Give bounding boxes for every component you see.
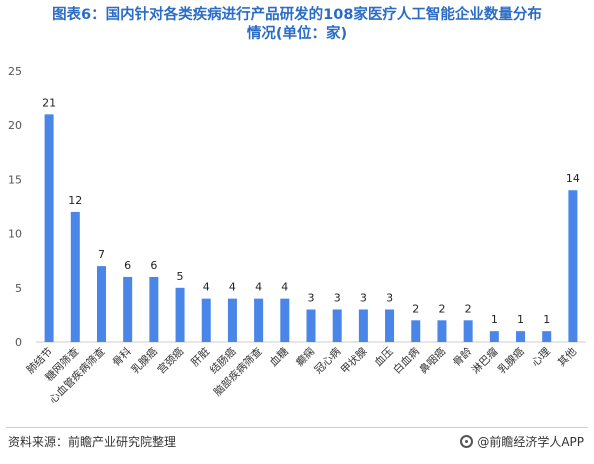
bar [385, 309, 395, 342]
footer-divider [6, 427, 588, 428]
bar [306, 309, 316, 342]
bar [489, 331, 499, 342]
data-label: 1 [543, 313, 550, 326]
brand-logo-icon [460, 435, 474, 448]
bar [44, 114, 54, 342]
x-tick-label: 甲状腺 [338, 345, 370, 377]
x-tick-label: 肝脏 [188, 345, 212, 369]
bar [201, 298, 211, 342]
bar [437, 320, 447, 342]
bar [175, 287, 185, 342]
bar [254, 298, 264, 342]
x-tick-label: 淋巴瘤 [469, 345, 501, 377]
bar [463, 320, 473, 342]
data-label: 4 [203, 281, 210, 294]
y-tick-label: 5 [15, 282, 22, 295]
x-tick-label: 乳腺癌 [495, 345, 527, 377]
chart-title-line2: 情况(单位：家) [246, 26, 348, 42]
y-tick-label: 25 [8, 65, 22, 78]
data-label: 7 [98, 248, 105, 261]
y-tick-label: 0 [15, 336, 22, 349]
data-label: 2 [465, 302, 472, 315]
bar [358, 309, 368, 342]
bar [96, 266, 106, 342]
bar [516, 331, 526, 342]
x-tick-label: 心理 [530, 345, 554, 369]
bar [542, 331, 552, 342]
source-note: 资料来源：前瞻产业研究院整理 [8, 435, 177, 449]
data-label: 3 [360, 291, 367, 304]
x-tick-label: 其他 [555, 345, 579, 369]
data-label: 6 [150, 259, 157, 272]
data-label: 1 [491, 313, 498, 326]
chart-title: 图表6：国内针对各类疾病进行产品研发的108家医疗人工智能企业数量分布 情况(单… [0, 6, 594, 44]
bar [123, 276, 133, 342]
bar [411, 320, 421, 342]
bar [227, 298, 237, 342]
data-label: 2 [438, 302, 445, 315]
chart-title-line1: 图表6：国内针对各类疾病进行产品研发的108家医疗人工智能企业数量分布 [52, 7, 542, 23]
x-tick-label: 冠心病 [312, 345, 344, 377]
data-label: 4 [255, 281, 262, 294]
bar [280, 298, 290, 342]
y-tick-label: 15 [8, 173, 22, 186]
data-label: 14 [566, 172, 580, 185]
y-tick-label: 20 [8, 119, 22, 132]
data-label: 4 [229, 281, 236, 294]
data-label: 2 [412, 302, 419, 315]
brand-credit: @前瞻经济学人APP [460, 433, 584, 450]
x-tick-label: 血糖 [267, 345, 291, 369]
data-label: 3 [386, 291, 393, 304]
bar [149, 276, 159, 342]
bar [332, 309, 342, 342]
data-label: 12 [68, 194, 82, 207]
brand-text: @前瞻经济学人APP [477, 435, 584, 449]
y-tick-label: 10 [8, 228, 22, 241]
data-label: 5 [177, 270, 184, 283]
x-tick-label: 宫颈癌 [155, 345, 187, 377]
data-label: 1 [517, 313, 524, 326]
data-label: 4 [281, 281, 288, 294]
bar [568, 190, 578, 342]
x-tick-label: 白血病 [390, 345, 422, 377]
data-label: 21 [42, 96, 56, 109]
x-tick-label: 鼻咽癌 [417, 345, 449, 377]
data-label: 3 [308, 291, 315, 304]
bar [70, 211, 80, 342]
x-tick-label: 乳腺癌 [129, 345, 161, 377]
data-label: 6 [124, 259, 131, 272]
data-label: 3 [334, 291, 341, 304]
